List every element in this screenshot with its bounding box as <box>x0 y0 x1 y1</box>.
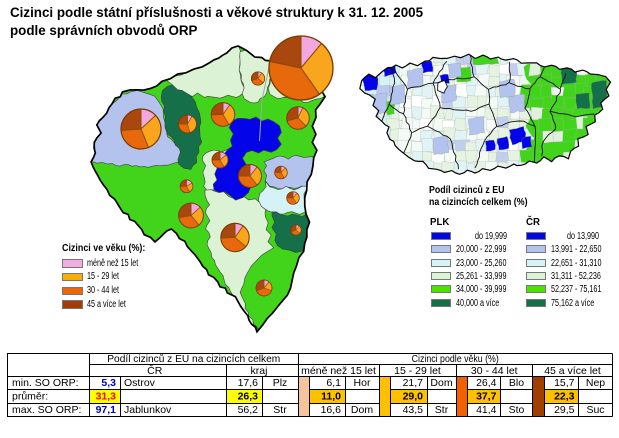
svg-text:17,6: 17,6 <box>238 377 259 389</box>
svg-text:Plz: Plz <box>273 377 288 389</box>
svg-text:21,7: 21,7 <box>403 377 424 389</box>
svg-text:15 - 29 let: 15 - 29 let <box>394 365 441 377</box>
svg-text:Hor: Hor <box>354 377 371 389</box>
svg-text:Suc: Suc <box>586 404 604 416</box>
svg-text:26,4: 26,4 <box>476 377 497 389</box>
svg-text:Cizinci podle věku (%): Cizinci podle věku (%) <box>412 353 499 365</box>
svg-text:43,5: 43,5 <box>403 404 424 416</box>
svg-text:méně než 15 let: méně než 15 let <box>301 365 376 377</box>
svg-text:29,0: 29,0 <box>403 391 424 403</box>
svg-text:kraj: kraj <box>251 365 268 377</box>
svg-text:Jablunkov: Jablunkov <box>124 404 172 416</box>
svg-text:30 - 44 let: 30 - 44 let <box>471 365 518 377</box>
svg-text:11,0: 11,0 <box>321 391 341 403</box>
svg-text:ČR: ČR <box>147 364 163 377</box>
svg-text:Sto: Sto <box>509 404 525 416</box>
svg-text:6,1: 6,1 <box>326 377 341 389</box>
svg-text:31,3: 31,3 <box>96 391 117 403</box>
svg-text:5,3: 5,3 <box>101 377 116 389</box>
svg-text:Dom: Dom <box>351 404 373 416</box>
svg-text:Str: Str <box>273 404 287 416</box>
svg-text:56,2: 56,2 <box>238 404 259 416</box>
svg-text:Blo: Blo <box>509 377 524 389</box>
svg-text:16,6: 16,6 <box>321 404 342 416</box>
svg-text:29,5: 29,5 <box>554 404 575 416</box>
svg-text:min. SO ORP:: min. SO ORP: <box>12 377 79 389</box>
svg-text:Dom: Dom <box>430 377 452 389</box>
svg-text:Podíl cizinců z EU na cizincíc: Podíl cizinců z EU na cizincích celkem <box>107 353 280 365</box>
svg-text:41,4: 41,4 <box>476 404 497 416</box>
svg-text:průměr:: průměr: <box>12 391 48 403</box>
svg-text:37,7: 37,7 <box>476 391 497 403</box>
svg-text:15,7: 15,7 <box>554 377 575 389</box>
svg-text:max. SO ORP:: max. SO ORP: <box>12 404 81 416</box>
svg-text:Str: Str <box>435 404 449 416</box>
svg-text:Ostrov: Ostrov <box>124 377 156 389</box>
svg-text:97,1: 97,1 <box>96 404 117 416</box>
svg-text:Nep: Nep <box>586 377 605 389</box>
svg-text:45 a více let: 45 a více let <box>544 365 601 377</box>
svg-text:22,3: 22,3 <box>554 391 575 403</box>
svg-text:26,3: 26,3 <box>238 391 259 403</box>
